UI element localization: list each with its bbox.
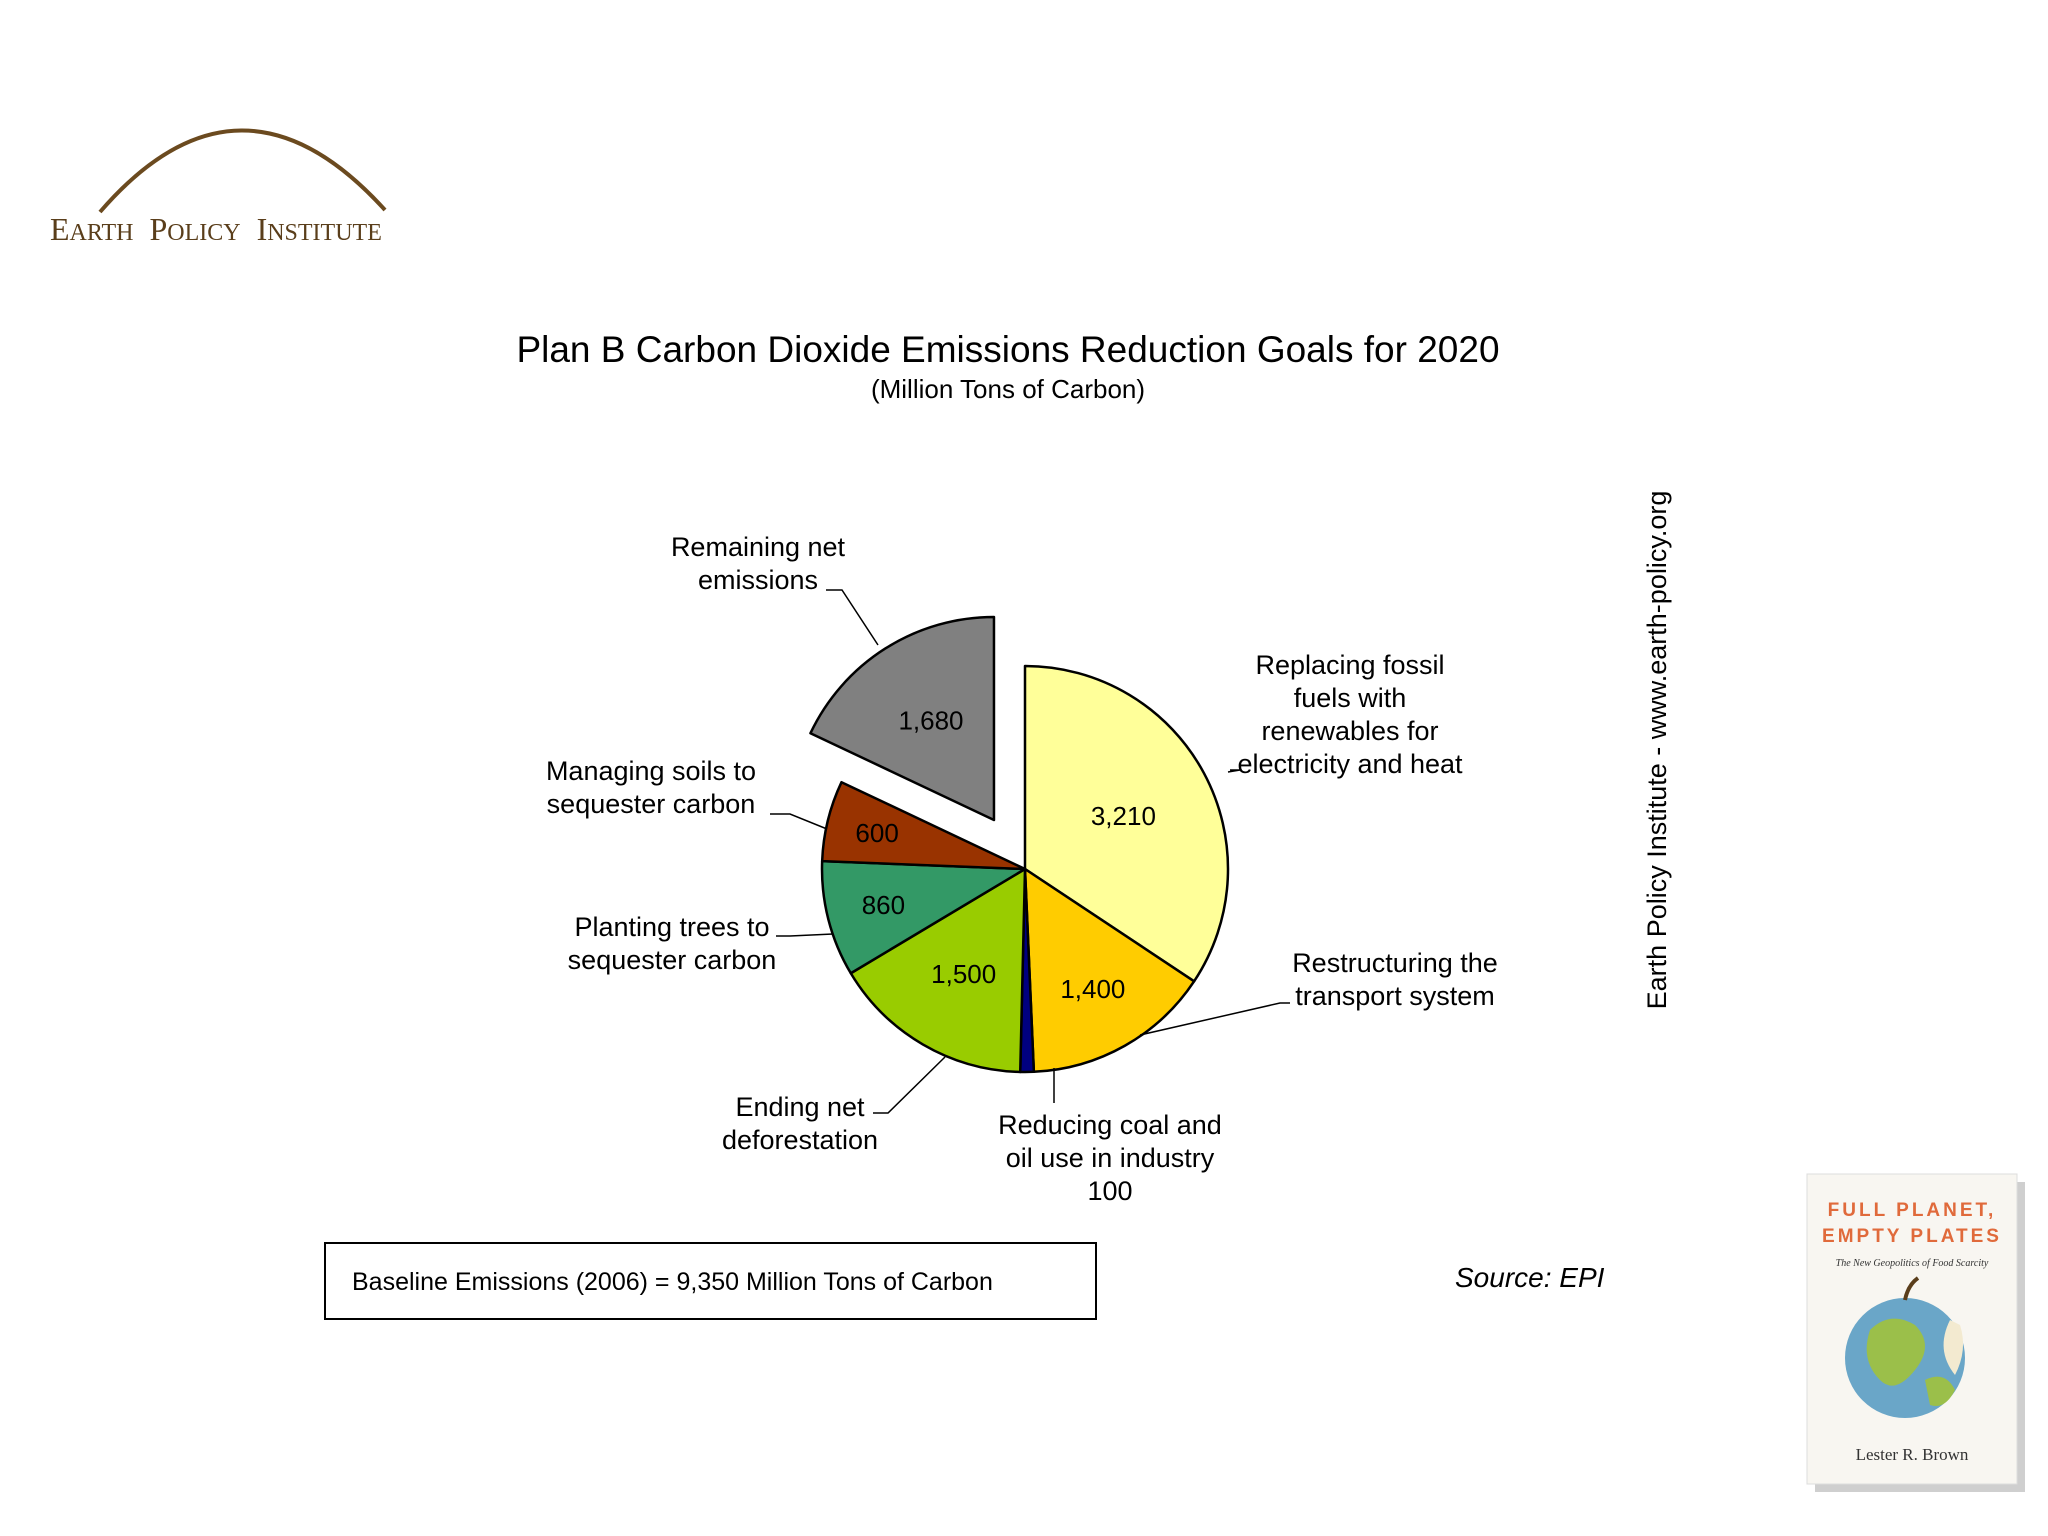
slice-category-label: Ending net deforestation xyxy=(722,1092,878,1155)
slice-category-label-line: renewables for xyxy=(1261,716,1438,746)
pie-chart: 3,210 Replacing fossil fuels with renewable… xyxy=(546,532,1498,1206)
pie-slice xyxy=(1023,867,1196,1074)
pie-slice xyxy=(809,615,996,822)
leader-line xyxy=(1139,1002,1290,1036)
slice-category-label-line: Managing soils to xyxy=(546,756,756,786)
side-credit: Earth Policy Institute - www.earth-polic… xyxy=(1642,491,1672,1010)
slice-category-label-line: fuels with xyxy=(1294,683,1407,713)
slice-category-label-line: Remaining net xyxy=(671,532,846,562)
slice-category-label: Reducing coal and oil use in industry 100 xyxy=(998,1110,1222,1206)
chart-subtitle: (Million Tons of Carbon) xyxy=(871,374,1145,404)
baseline-text: Baseline Emissions (2006) = 9,350 Millio… xyxy=(352,1268,993,1296)
book-cover: FULL PLANET, EMPTY PLATES The New Geopol… xyxy=(1806,1173,2025,1492)
slice-category-label-line: transport system xyxy=(1295,981,1495,1011)
leader-line xyxy=(1227,769,1241,773)
slice-value-label: 1,500 xyxy=(931,959,996,989)
book-author: Lester R. Brown xyxy=(1856,1445,1969,1464)
slice-category-label: Replacing fossil fuels with renewables for… xyxy=(1237,650,1463,779)
pie-slice xyxy=(820,780,1027,871)
logo-arc-icon xyxy=(98,128,387,214)
baseline-box: Baseline Emissions (2006) = 9,350 Millio… xyxy=(324,1242,1097,1320)
slice-category-label: Restructuring the transport system xyxy=(1292,948,1498,1011)
slice-category-label-line: deforestation xyxy=(722,1125,878,1155)
earth-policy-institute-logo: EARTH POLICY INSTITUTE xyxy=(50,128,387,247)
slice-category-label-line: Planting trees to xyxy=(574,912,769,942)
slice-category-label-line: Reducing coal and xyxy=(998,1110,1222,1140)
leader-line xyxy=(776,933,834,937)
leader-line xyxy=(826,589,879,646)
slice-category-label-line: electricity and heat xyxy=(1237,749,1463,779)
leader-line xyxy=(873,1056,946,1114)
source-note: Source: EPI xyxy=(1455,1262,1605,1293)
slice-category-label: Remaining net emissions xyxy=(671,532,846,595)
logo-text: EARTH POLICY INSTITUTE xyxy=(50,211,382,247)
slice-value-label: 860 xyxy=(862,890,905,920)
slice-category-label-line: 100 xyxy=(1087,1176,1132,1206)
slice-category-label-line: sequester carbon xyxy=(547,789,756,819)
slice-category-label: Planting trees to sequester carbon xyxy=(568,912,777,975)
book-subtitle: The New Geopolitics of Food Scarcity xyxy=(1836,1258,1989,1269)
pie-slice xyxy=(849,867,1027,1074)
book-title-line1: FULL PLANET, xyxy=(1828,1200,1997,1221)
book-title-line2: EMPTY PLATES xyxy=(1822,1226,2002,1247)
leader-line xyxy=(770,813,828,830)
apple-globe-icon xyxy=(1845,1276,1965,1418)
slice-category-label-line: Replacing fossil xyxy=(1255,650,1444,680)
slice-category-label-line: oil use in industry xyxy=(1006,1143,1215,1173)
slice-category-label-line: sequester carbon xyxy=(568,945,777,975)
pie-slice xyxy=(820,859,1027,975)
slice-value-label: 3,210 xyxy=(1091,801,1156,831)
slice-value-label: 1,400 xyxy=(1060,974,1125,1004)
slice-category-label-line: Ending net xyxy=(735,1092,865,1122)
slice-category-label-line: emissions xyxy=(698,565,818,595)
chart-title: Plan B Carbon Dioxide Emissions Reductio… xyxy=(516,329,1499,370)
slice-category-label-line: Restructuring the xyxy=(1292,948,1498,978)
baseline-box-border xyxy=(324,1242,1097,1320)
slice-value-label: 600 xyxy=(855,818,898,848)
slice-category-label: Managing soils to sequester carbon xyxy=(546,756,756,819)
slice-value-label: 1,680 xyxy=(898,706,963,736)
